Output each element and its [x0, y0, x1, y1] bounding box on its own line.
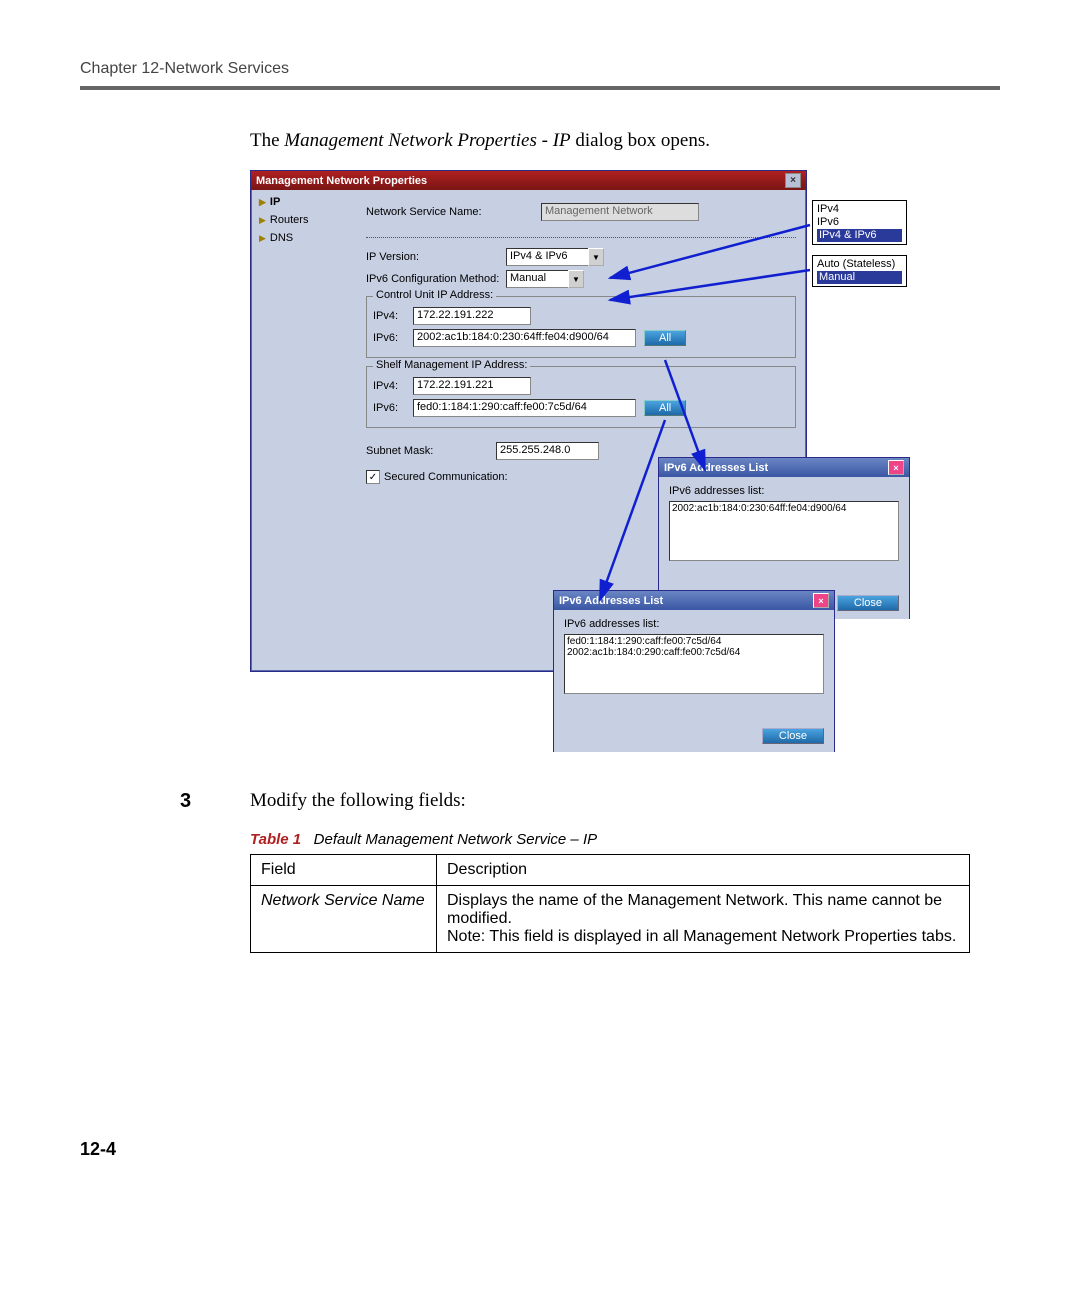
- td-field-name: Network Service Name: [251, 886, 437, 953]
- input-cu-ipv4[interactable]: 172.22.191.222: [413, 307, 531, 325]
- table-row: Network Service Name Displays the name o…: [251, 886, 970, 953]
- input-subnet[interactable]: 255.255.248.0: [496, 442, 599, 460]
- button-all-sm[interactable]: All: [644, 400, 686, 416]
- nav-label-dns: DNS: [270, 229, 293, 247]
- nav-item-ip[interactable]: ▶IP: [259, 193, 354, 211]
- table-caption-label: Table 1: [250, 831, 301, 848]
- close-icon[interactable]: ×: [785, 173, 801, 188]
- label-cu-ipv6: IPv6:: [373, 332, 413, 344]
- select-cfg-method[interactable]: Manual ▼: [506, 270, 584, 288]
- callout-opt-both: IPv4 & IPv6: [817, 229, 902, 242]
- chevron-icon: ▶: [259, 211, 266, 229]
- label-sm-ipv6: IPv6:: [373, 402, 413, 414]
- nav-label-routers: Routers: [270, 211, 309, 229]
- td-description: Displays the name of the Management Netw…: [437, 886, 970, 953]
- popup2-addr1: fed0:1:184:1:290:caff:fe00:7c5d/64: [567, 636, 821, 647]
- chevron-icon: ▶: [259, 229, 266, 247]
- popup1-title: IPv6 Addresses List: [664, 462, 768, 474]
- input-service-name: Management Network: [541, 203, 699, 221]
- popup2-address-list: fed0:1:184:1:290:caff:fe00:7c5d/64 2002:…: [564, 634, 824, 694]
- chapter-header: Chapter 12-Network Services: [80, 60, 1000, 78]
- checkbox-secured[interactable]: ✓: [366, 470, 380, 484]
- label-secured: Secured Communication:: [384, 471, 508, 483]
- callout-opt-auto: Auto (Stateless): [817, 258, 902, 271]
- step-text: Modify the following fields:: [250, 790, 466, 813]
- dialog-titlebar: Management Network Properties ×: [251, 171, 806, 190]
- th-field: Field: [251, 855, 437, 886]
- nav-item-dns[interactable]: ▶DNS: [259, 229, 354, 247]
- nav-item-routers[interactable]: ▶Routers: [259, 211, 354, 229]
- close-icon[interactable]: ×: [813, 593, 829, 608]
- label-cu-ipv4: IPv4:: [373, 310, 413, 322]
- step-number: 3: [180, 790, 250, 813]
- select-ip-version[interactable]: IPv4 & IPv6 ▼: [506, 248, 604, 266]
- popup1-titlebar: IPv6 Addresses List ×: [659, 458, 909, 477]
- th-description: Description: [437, 855, 970, 886]
- intro-pre: The: [250, 130, 284, 151]
- label-subnet: Subnet Mask:: [366, 445, 496, 457]
- intro-dialog-name: Management Network Properties - IP: [284, 130, 570, 151]
- input-sm-ipv6[interactable]: fed0:1:184:1:290:caff:fe00:7c5d/64: [413, 399, 636, 417]
- callout-opt-manual: Manual: [817, 271, 902, 284]
- label-ip-version: IP Version:: [366, 251, 506, 263]
- table-caption-text: Default Management Network Service – IP: [314, 831, 597, 848]
- button-all-cu[interactable]: All: [644, 330, 686, 346]
- callout-opt-ipv6: IPv6: [817, 216, 902, 229]
- nav-label-ip: IP: [270, 193, 280, 211]
- label-service-name: Network Service Name:: [366, 206, 541, 218]
- popup2-addr2: 2002:ac1b:184:0:290:caff:fe00:7c5d/64: [567, 647, 821, 658]
- chevron-down-icon[interactable]: ▼: [588, 248, 604, 266]
- popup2-title: IPv6 Addresses List: [559, 595, 663, 607]
- label-sm-ipv4: IPv4:: [373, 380, 413, 392]
- fields-table: Field Description Network Service Name D…: [250, 854, 970, 953]
- callout-ip-version-options: IPv4 IPv6 IPv4 & IPv6: [812, 200, 907, 245]
- popup2-close-button[interactable]: Close: [762, 728, 824, 744]
- close-icon[interactable]: ×: [888, 460, 904, 475]
- popup1-label: IPv6 addresses list:: [669, 485, 899, 497]
- group-title-shelf-mgmt: Shelf Management IP Address:: [373, 359, 530, 371]
- popup2-label: IPv6 addresses list:: [564, 618, 824, 630]
- group-title-control-unit: Control Unit IP Address:: [373, 289, 496, 301]
- label-cfg-method: IPv6 Configuration Method:: [366, 273, 506, 285]
- select-cfg-method-value: Manual: [506, 270, 569, 288]
- table-caption: Table 1 Default Management Network Servi…: [250, 831, 1000, 848]
- group-control-unit: Control Unit IP Address: IPv4: 172.22.19…: [366, 296, 796, 358]
- chevron-icon: ▶: [259, 193, 266, 211]
- dialog-form: Network Service Name: Management Network…: [366, 199, 796, 488]
- popup1-close-button[interactable]: Close: [837, 595, 899, 611]
- intro-post: dialog box opens.: [571, 130, 710, 151]
- intro-sentence: The Management Network Properties - IP d…: [250, 130, 1000, 152]
- page-number: 12-4: [80, 1139, 116, 1160]
- chevron-down-icon[interactable]: ▼: [568, 270, 584, 288]
- select-ip-version-value: IPv4 & IPv6: [506, 248, 589, 266]
- popup1-addr1: 2002:ac1b:184:0:230:64ff:fe04:d900/64: [672, 503, 896, 514]
- table-header-row: Field Description: [251, 855, 970, 886]
- popup1-address-list: 2002:ac1b:184:0:230:64ff:fe04:d900/64: [669, 501, 899, 561]
- dialog-title-text: Management Network Properties: [256, 175, 427, 187]
- input-cu-ipv6[interactable]: 2002:ac1b:184:0:230:64ff:fe04:d900/64: [413, 329, 636, 347]
- step-3: 3 Modify the following fields:: [180, 790, 1000, 813]
- popup2-titlebar: IPv6 Addresses List ×: [554, 591, 834, 610]
- input-sm-ipv4[interactable]: 172.22.191.221: [413, 377, 531, 395]
- screenshot-composite: Management Network Properties × ▶IP ▶Rou…: [250, 170, 990, 770]
- callout-cfg-method-options: Auto (Stateless) Manual: [812, 255, 907, 287]
- dialog-ipv6-list-2: IPv6 Addresses List × IPv6 addresses lis…: [553, 590, 835, 752]
- header-rule: [80, 86, 1000, 90]
- group-shelf-mgmt: Shelf Management IP Address: IPv4: 172.2…: [366, 366, 796, 428]
- callout-opt-ipv4: IPv4: [817, 203, 902, 216]
- separator: [366, 237, 796, 238]
- dialog-nav: ▶IP ▶Routers ▶DNS: [259, 193, 354, 247]
